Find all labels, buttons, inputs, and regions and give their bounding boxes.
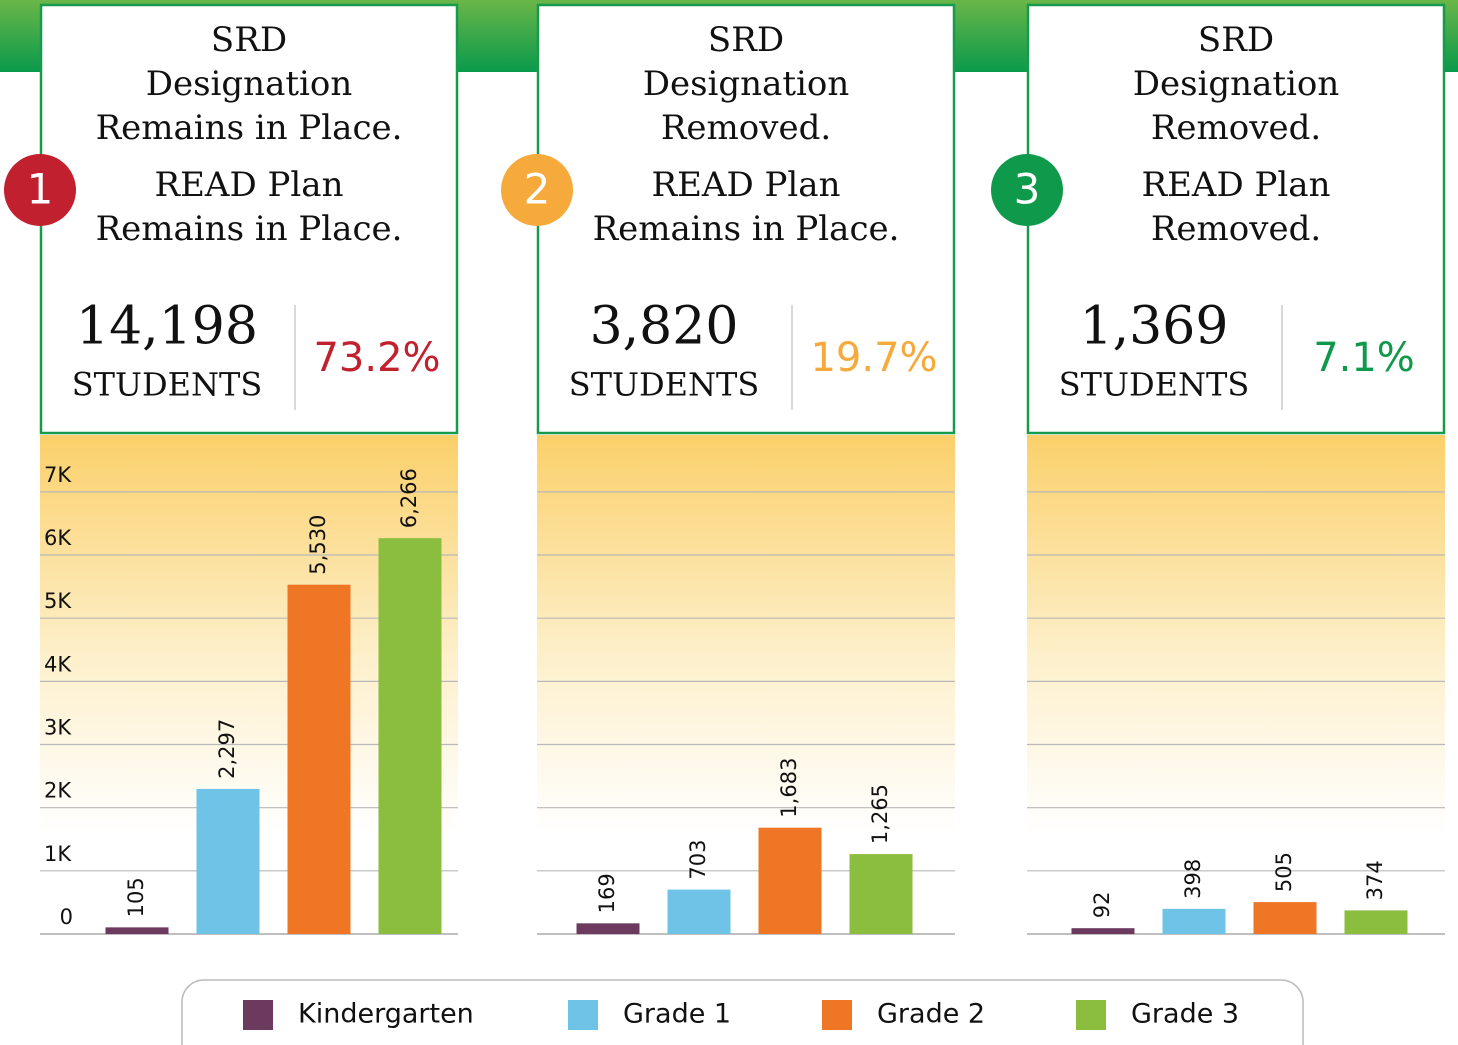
y-tick-label: 6K xyxy=(44,526,72,550)
legend-box xyxy=(181,979,1304,1045)
y-tick-label: 7K xyxy=(44,463,72,487)
bar xyxy=(1344,910,1408,934)
read-status: READ Plan xyxy=(155,165,344,205)
y-tick-label: 3K xyxy=(44,716,72,740)
y-tick-label: 0 xyxy=(60,905,73,929)
header-box xyxy=(536,3,956,435)
srd-status: Removed. xyxy=(661,108,831,148)
read-status: READ Plan xyxy=(652,165,841,205)
legend-swatch xyxy=(1076,1000,1106,1030)
legend-swatch xyxy=(568,1000,598,1030)
student-unit: STUDENTS xyxy=(72,366,263,404)
value-label: 5,530 xyxy=(306,515,330,575)
badge-number: 2 xyxy=(524,165,551,214)
plot-background xyxy=(537,435,955,934)
student-unit: STUDENTS xyxy=(1059,366,1250,404)
bar xyxy=(105,927,169,934)
srd-status: Designation xyxy=(643,64,850,104)
value-label: 2,297 xyxy=(215,719,239,779)
student-total: 3,820 xyxy=(590,297,739,357)
read-status: Remains in Place. xyxy=(96,209,403,249)
badge xyxy=(991,154,1063,226)
srd-status: SRD xyxy=(708,20,784,60)
share-percent: 7.1% xyxy=(1313,335,1415,381)
y-tick-label: 5K xyxy=(44,589,72,613)
y-tick-label: 1K xyxy=(44,842,72,866)
value-label: 1,265 xyxy=(868,784,892,844)
student-total: 14,198 xyxy=(76,297,258,357)
badge xyxy=(4,154,76,226)
badge-number: 3 xyxy=(1014,165,1041,214)
srd-status: SRD xyxy=(1198,20,1274,60)
srd-status: Designation xyxy=(1133,64,1340,104)
y-tick-label: 4K xyxy=(44,652,72,676)
srd-status: Removed. xyxy=(1151,108,1321,148)
badge xyxy=(501,154,573,226)
value-label: 398 xyxy=(1181,859,1205,899)
srd-status: Designation xyxy=(146,64,353,104)
value-label: 105 xyxy=(124,877,148,917)
value-label: 703 xyxy=(686,840,710,880)
legend-label: Grade 2 xyxy=(877,999,985,1030)
share-percent: 73.2% xyxy=(313,335,440,381)
bar xyxy=(849,854,913,934)
badge-number: 1 xyxy=(27,165,54,214)
value-label: 169 xyxy=(595,873,619,913)
value-label: 374 xyxy=(1363,860,1387,900)
header-box xyxy=(39,3,459,435)
read-status: READ Plan xyxy=(1142,165,1331,205)
read-status: Remains in Place. xyxy=(593,209,900,249)
legend-label: Grade 1 xyxy=(623,999,731,1030)
plot-background xyxy=(1027,435,1445,934)
bar xyxy=(1253,902,1317,934)
y-tick-label: 2K xyxy=(44,779,72,803)
srd-status: Remains in Place. xyxy=(96,108,403,148)
share-percent: 19.7% xyxy=(810,335,937,381)
bar xyxy=(576,923,640,934)
student-total: 1,369 xyxy=(1080,297,1229,357)
legend-swatch xyxy=(822,1000,852,1030)
bar xyxy=(1162,908,1226,934)
legend-label: Grade 3 xyxy=(1131,999,1239,1030)
value-label: 1,683 xyxy=(777,758,801,818)
srd-status: SRD xyxy=(211,20,287,60)
value-label: 505 xyxy=(1272,852,1296,892)
bar xyxy=(758,827,822,934)
bar xyxy=(287,584,351,934)
bar xyxy=(667,889,731,934)
legend-swatch xyxy=(243,1000,273,1030)
bar xyxy=(1071,928,1135,934)
bar xyxy=(378,538,442,934)
student-unit: STUDENTS xyxy=(569,366,760,404)
bar xyxy=(196,788,260,934)
value-label: 92 xyxy=(1090,891,1114,918)
legend-label: Kindergarten xyxy=(298,999,474,1030)
read-status: Removed. xyxy=(1151,209,1321,249)
value-label: 6,266 xyxy=(397,468,421,528)
